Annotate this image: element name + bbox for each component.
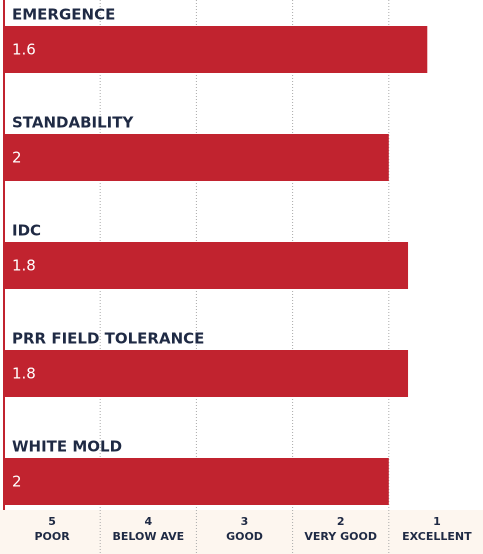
x-tick-label: 1 bbox=[433, 515, 441, 528]
x-tick-description: POOR bbox=[34, 530, 70, 543]
value-label: 2 bbox=[12, 149, 22, 167]
x-tick-description: EXCELLENT bbox=[402, 530, 472, 543]
category-label: PRR FIELD TOLERANCE bbox=[12, 330, 204, 348]
bar bbox=[4, 134, 389, 181]
x-tick-description: GOOD bbox=[226, 530, 263, 543]
x-tick-description: BELOW AVE bbox=[112, 530, 184, 543]
value-label: 1.8 bbox=[12, 257, 36, 275]
x-tick-label: 4 bbox=[144, 515, 152, 528]
x-tick-description: VERY GOOD bbox=[304, 530, 377, 543]
value-label: 2 bbox=[12, 473, 22, 491]
bar bbox=[4, 26, 428, 73]
bar bbox=[4, 350, 409, 397]
axis-band bbox=[0, 510, 483, 554]
bar bbox=[4, 458, 389, 505]
category-label: WHITE MOLD bbox=[12, 438, 122, 456]
x-tick-label: 2 bbox=[337, 515, 345, 528]
category-label: IDC bbox=[12, 222, 41, 240]
value-label: 1.6 bbox=[12, 41, 36, 59]
bar bbox=[4, 242, 409, 289]
x-tick-label: 3 bbox=[241, 515, 249, 528]
category-label: STANDABILITY bbox=[12, 114, 134, 132]
category-label: EMERGENCE bbox=[12, 6, 115, 24]
x-tick-label: 5 bbox=[48, 515, 56, 528]
value-label: 1.8 bbox=[12, 365, 36, 383]
